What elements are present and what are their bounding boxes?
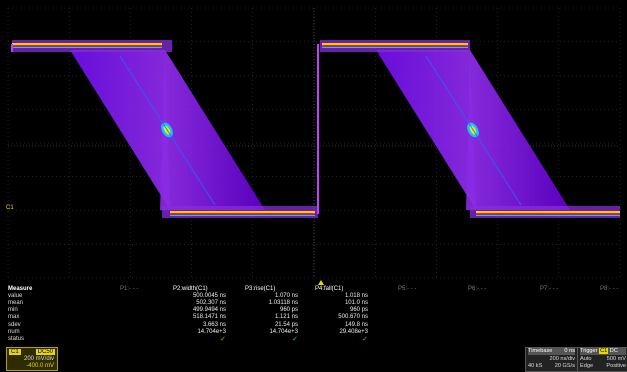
measure-value: 3.663 ns <box>202 321 226 328</box>
measure-row-status: status ✓ ✓ ✓ <box>0 336 627 343</box>
measure-param-5[interactable]: P5:- - - <box>398 286 417 292</box>
measure-value: 499.9494 ns <box>192 307 226 314</box>
measure-row-label: min <box>8 307 18 314</box>
channel-descriptor-box[interactable]: C1 DC50 200 mV/div -400.0 mV <box>6 347 58 371</box>
measure-row-sdev: sdev 3.663 ns 21.54 ps 149.8 ns <box>0 322 627 329</box>
measure-value: 149.8 ns <box>344 321 368 328</box>
measure-value: 1.03118 ns <box>268 300 298 307</box>
status-check-icon: ✓ <box>220 335 226 343</box>
measure-param-6[interactable]: P6:- - - <box>468 286 487 292</box>
measure-value: 14.704e+3 <box>197 328 226 335</box>
measure-value: 500.0045 ns <box>192 293 226 300</box>
timebase-descriptor-box[interactable]: Timebase 0 ns 200 ns/div 40 kS 20 GS/s <box>525 347 578 372</box>
measure-value: 500.670 ns <box>338 314 368 321</box>
measure-row-mean: mean 502.307 ns 1.03118 ns 101.0 ns <box>0 300 627 307</box>
measure-row-max: max 518.1471 ns 1.121 ns 500.670 ns <box>0 314 627 321</box>
trigger-slope: Positive <box>606 363 626 369</box>
measure-param-7[interactable]: P7:- - - <box>540 286 559 292</box>
trigger-level: 500 mV <box>606 356 626 362</box>
measure-row-label: status <box>8 335 25 342</box>
timebase-samples: 40 kS <box>528 363 543 369</box>
measure-value: 960 ps <box>349 307 368 314</box>
measure-value: 960 ps <box>279 307 298 314</box>
trigger-coupling: DC <box>609 348 618 354</box>
channel-coupling: DC50 <box>35 349 55 355</box>
measure-row-value: value 500.0045 ns 1.070 ns 1.018 ns <box>0 293 627 300</box>
trigger-descriptor-box[interactable]: Trigger C1 DC Auto 500 mV Edge Positive <box>577 347 627 372</box>
measure-title: Measure <box>8 286 33 292</box>
measure-row-label: mean <box>8 300 24 307</box>
measure-param-3[interactable]: P3:rise(C1) <box>245 286 276 292</box>
measure-value: 518.1471 ns <box>192 314 226 321</box>
channel-offset: -400.0 mV <box>26 363 54 369</box>
trigger-title: Trigger <box>580 348 598 354</box>
measure-row-label: max <box>8 314 20 321</box>
timebase-delay: 0 ns <box>564 348 575 354</box>
channel-vertical-scale: 200 mV/div <box>23 356 54 362</box>
measure-row-label: sdev <box>8 321 21 328</box>
measure-value: 29.408e+3 <box>339 328 368 335</box>
status-check-icon: ✓ <box>292 335 298 343</box>
trigger-mode: Auto <box>580 356 592 362</box>
measure-row-label: value <box>8 293 23 300</box>
measure-table: Measure P1:- - - P2:width(C1) P3:rise(C1) P4… <box>0 286 627 348</box>
measure-row-label: num <box>8 328 20 335</box>
waveform-grid <box>7 7 621 279</box>
trigger-source: C1 <box>599 348 609 354</box>
channel-ground-marker[interactable]: C1 <box>6 205 14 211</box>
measure-param-8[interactable]: P8:- - - <box>600 286 619 292</box>
channel-tag: C1 <box>9 349 21 355</box>
timebase-scale: 200 ns/div <box>549 356 576 362</box>
timebase-title: Timebase <box>528 348 553 354</box>
measure-value: 1.018 ns <box>344 293 368 300</box>
measure-value: 1.070 ns <box>274 293 298 300</box>
trigger-position-marker[interactable] <box>318 280 324 285</box>
measure-value: 14.704e+3 <box>269 328 298 335</box>
waveform-display[interactable]: C1 <box>0 0 627 285</box>
measure-value: 1.121 ns <box>274 314 298 321</box>
measure-value: 502.307 ns <box>196 300 226 307</box>
measure-header-row: Measure P1:- - - P2:width(C1) P3:rise(C1) P4… <box>0 286 627 293</box>
measure-param-2[interactable]: P2:width(C1) <box>173 286 208 292</box>
timebase-rate: 20 GS/s <box>554 363 575 369</box>
measure-row-num: num 14.704e+3 14.704e+3 29.408e+3 <box>0 329 627 336</box>
measure-row-min: min 499.9494 ns 960 ps 960 ps <box>0 307 627 314</box>
measure-param-4[interactable]: P4:fall(C1) <box>315 286 344 292</box>
status-check-icon: ✓ <box>362 335 368 343</box>
measure-value: 101.0 ns <box>344 300 368 307</box>
trigger-type: Edge <box>580 363 594 369</box>
measure-value: 21.54 ps <box>274 321 298 328</box>
measure-param-1[interactable]: P1:- - - <box>120 286 139 292</box>
waveform-trace <box>11 40 620 218</box>
